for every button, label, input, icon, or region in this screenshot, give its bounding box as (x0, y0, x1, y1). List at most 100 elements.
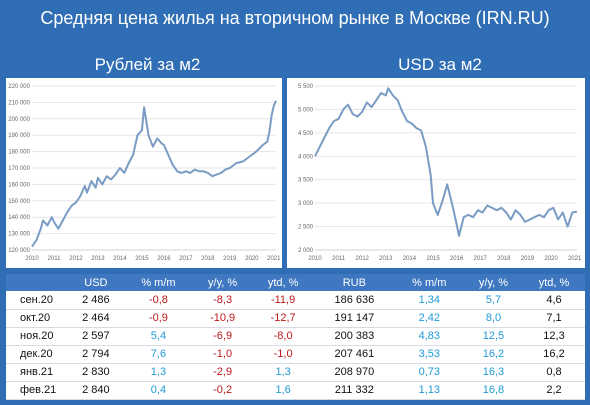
table-cell-usd_ytd: 1,6 (252, 381, 315, 400)
table-cell-usd: 2 830 (68, 363, 124, 382)
table-cell-usd: 2 486 (68, 291, 124, 310)
column-header: RUB (314, 274, 395, 291)
y-tick-label: 150 000 (8, 199, 30, 205)
table-cell-usd_mm: 7,6 (123, 345, 194, 364)
x-tick-label: 2016 (450, 256, 464, 262)
x-tick-label: 2015 (426, 256, 440, 262)
table-cell-usd_yy: -6,9 (193, 327, 253, 346)
table-cell-usd_ytd: -12,7 (252, 309, 315, 328)
y-tick-label: 3 000 (298, 201, 314, 207)
rub-chart-panel: 120 000 130 000 140 000 150 000 160 000 170 0… (6, 78, 282, 268)
x-tick-label: 2013 (91, 256, 105, 262)
x-tick-label: 2020 (245, 256, 259, 262)
y-tick-label: 190 000 (8, 133, 30, 139)
table-cell-rub_ytd: 4,6 (523, 291, 585, 310)
table-body: сен.20 2 486 -0,8 -8,3 -11,9 186 636 1,34 5,7 4,… (6, 291, 585, 400)
column-header: y/y, % (463, 274, 523, 291)
y-tick-label: 170 000 (8, 166, 30, 172)
table-cell-label: дек.20 (6, 345, 68, 364)
x-tick-label: 2018 (201, 256, 215, 262)
table-cell-usd_yy: -10,9 (193, 309, 253, 328)
table-cell-usd_mm: 0,4 (123, 381, 194, 400)
table-cell-rub_yy: 5,7 (463, 291, 523, 310)
y-tick-label: 4 500 (298, 131, 314, 137)
table-cell-usd: 2 840 (68, 381, 124, 400)
table-cell-usd_mm: 5,4 (123, 327, 194, 346)
y-tick-label: 160 000 (8, 182, 30, 188)
y-tick-label: 220 000 (8, 84, 30, 90)
table-cell-usd_ytd: -1,0 (252, 345, 315, 364)
table-cell-usd_ytd: -8,0 (252, 327, 315, 346)
table-cell-rub_yy: 8,0 (463, 309, 523, 328)
y-tick-label: 2 500 (298, 225, 314, 231)
table-row: окт.20 2 464 -0,9 -10,9 -12,7 191 147 2,42 8,0 7… (6, 309, 585, 328)
table-cell-usd: 2 794 (68, 345, 124, 364)
table-cell-rub: 186 636 (314, 291, 395, 310)
y-tick-label: 5 000 (298, 107, 314, 113)
table-cell-rub_mm: 1,13 (394, 381, 464, 400)
x-tick-label: 2021 (267, 256, 281, 262)
table-row: дек.20 2 794 7,6 -1,0 -1,0 207 461 3,53 16,2 16,… (6, 345, 585, 364)
table-cell-usd_yy: -2,9 (193, 363, 253, 382)
table-row: фев.21 2 840 0,4 -0,2 1,6 211 332 1,13 16,8 2,2 (6, 381, 585, 400)
y-tick-label: 5 500 (298, 84, 314, 90)
x-tick-label: 2018 (497, 256, 511, 262)
series-line (314, 87, 578, 237)
x-tick-label: 2017 (179, 256, 193, 262)
x-tick-label: 2021 (568, 256, 582, 262)
x-tick-label: 2012 (69, 256, 83, 262)
x-tick-label: 2014 (113, 256, 127, 262)
page-title: Средняя цена жилья на вторичном рынке в … (40, 8, 550, 28)
rub-chart-title: Рублей за м2 (94, 55, 201, 74)
table-cell-rub: 200 383 (314, 327, 395, 346)
column-header (6, 274, 68, 291)
table-cell-rub_ytd: 16,2 (523, 345, 585, 364)
x-tick-label: 2017 (474, 256, 488, 262)
table-cell-rub_ytd: 12,3 (523, 327, 585, 346)
table-cell-usd: 2 464 (68, 309, 124, 328)
table-cell-usd_ytd: 1,3 (252, 363, 315, 382)
table-cell-usd_ytd: -11,9 (252, 291, 315, 310)
table-cell-label: янв.21 (6, 363, 68, 382)
usd-chart-title: USD за м2 (398, 55, 482, 74)
table-row: сен.20 2 486 -0,8 -8,3 -11,9 186 636 1,34 5,7 4,… (6, 291, 585, 310)
x-tick-label: 2020 (544, 256, 558, 262)
table-cell-rub: 191 147 (314, 309, 395, 328)
x-tick-label: 2019 (223, 256, 237, 262)
x-tick-label: 2015 (135, 256, 149, 262)
table-cell-rub_yy: 16,8 (463, 381, 523, 400)
usd-chart: 2 000 2 500 3 000 3 500 4 000 4 500 5 000 5 500… (298, 84, 582, 262)
column-header: ytd, % (252, 274, 315, 291)
table-cell-usd_yy: -8,3 (193, 291, 253, 310)
column-header: USD (68, 274, 124, 291)
table-cell-rub_ytd: 2,2 (523, 381, 585, 400)
table-cell-rub_yy: 12,5 (463, 327, 523, 346)
y-tick-label: 130 000 (8, 232, 30, 238)
y-tick-label: 210 000 (8, 100, 30, 106)
y-tick-label: 3 500 (298, 178, 314, 184)
table-cell-rub_yy: 16,3 (463, 363, 523, 382)
table-cell-rub_mm: 2,42 (394, 309, 464, 328)
rub-chart: 120 000 130 000 140 000 150 000 160 000 170 0… (8, 84, 281, 262)
table-cell-rub: 211 332 (314, 381, 395, 400)
stats-table: USD% m/m y/y, % ytd, % RUB% m/m y/y, % ytd, %… (6, 274, 585, 400)
table-cell-rub: 208 970 (314, 363, 395, 382)
x-tick-label: 2013 (379, 256, 393, 262)
table-cell-rub_mm: 1,34 (394, 291, 464, 310)
table-row: янв.21 2 830 1,3 -2,9 1,3 208 970 0,73 16,3 0,8 (6, 363, 585, 382)
x-tick-label: 2011 (48, 256, 62, 262)
column-header: % m/m (394, 274, 464, 291)
table-cell-rub_mm: 0,73 (394, 363, 464, 382)
x-tick-label: 2010 (25, 256, 39, 262)
table-cell-label: сен.20 (6, 291, 68, 310)
y-tick-label: 200 000 (8, 117, 30, 123)
series-line (31, 100, 277, 248)
table-cell-rub_ytd: 0,8 (523, 363, 585, 382)
x-tick-label: 2014 (403, 256, 417, 262)
table-cell-rub: 207 461 (314, 345, 395, 364)
table-cell-label: фев.21 (6, 381, 68, 400)
y-tick-label: 180 000 (8, 150, 30, 156)
y-tick-label: 4 000 (298, 154, 314, 160)
table-cell-label: окт.20 (6, 309, 68, 328)
x-tick-label: 2016 (157, 256, 171, 262)
